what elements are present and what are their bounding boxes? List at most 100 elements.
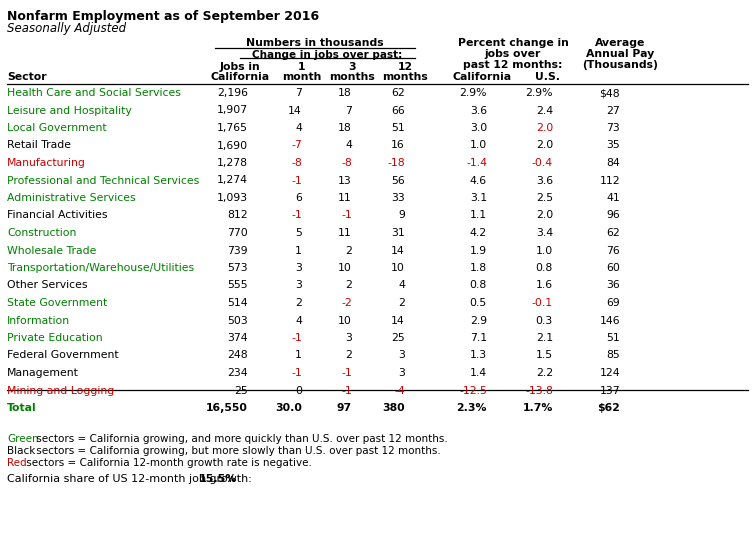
Text: -1: -1 [291, 368, 302, 378]
Text: 2.0: 2.0 [536, 211, 553, 221]
Text: Red: Red [7, 459, 26, 469]
Text: 2: 2 [345, 350, 352, 360]
Text: Leisure and Hospitality: Leisure and Hospitality [7, 106, 132, 116]
Text: 1.9: 1.9 [470, 246, 487, 256]
Text: -7: -7 [291, 141, 302, 151]
Text: 7: 7 [345, 106, 352, 116]
Text: 18: 18 [338, 123, 352, 133]
Text: 0.8: 0.8 [536, 263, 553, 273]
Text: Nonfarm Employment as of September 2016: Nonfarm Employment as of September 2016 [7, 10, 319, 23]
Text: State Government: State Government [7, 298, 107, 308]
Text: 69: 69 [606, 298, 620, 308]
Text: Seasonally Adjusted: Seasonally Adjusted [7, 22, 126, 35]
Text: 96: 96 [606, 211, 620, 221]
Text: California: California [452, 72, 512, 82]
Text: 146: 146 [600, 315, 620, 325]
Text: 33: 33 [392, 193, 405, 203]
Text: Health Care and Social Services: Health Care and Social Services [7, 88, 181, 98]
Text: 4: 4 [295, 315, 302, 325]
Text: 137: 137 [600, 385, 620, 395]
Text: -1: -1 [291, 333, 302, 343]
Text: 3.0: 3.0 [469, 123, 487, 133]
Text: 51: 51 [606, 333, 620, 343]
Text: 10: 10 [338, 263, 352, 273]
Text: 2: 2 [398, 298, 405, 308]
Text: Green: Green [7, 434, 39, 444]
Text: 2.0: 2.0 [536, 141, 553, 151]
Text: -1: -1 [291, 176, 302, 186]
Text: 1.7%: 1.7% [522, 403, 553, 413]
Text: Local Government: Local Government [7, 123, 107, 133]
Text: 14: 14 [392, 315, 405, 325]
Text: 124: 124 [600, 368, 620, 378]
Text: -1.4: -1.4 [466, 158, 487, 168]
Text: 2.9%: 2.9% [460, 88, 487, 98]
Text: 51: 51 [392, 123, 405, 133]
Text: -1: -1 [341, 385, 352, 395]
Text: 1: 1 [295, 350, 302, 360]
Text: Percent change in: Percent change in [457, 38, 569, 48]
Text: 3.6: 3.6 [470, 106, 487, 116]
Text: 1.5: 1.5 [536, 350, 553, 360]
Text: Wholesale Trade: Wholesale Trade [7, 246, 96, 256]
Text: 374: 374 [228, 333, 248, 343]
Text: months: months [382, 72, 428, 82]
Text: 66: 66 [392, 106, 405, 116]
Text: jobs over: jobs over [485, 49, 541, 59]
Text: Retail Trade: Retail Trade [7, 141, 71, 151]
Text: 9: 9 [398, 211, 405, 221]
Text: 2: 2 [345, 246, 352, 256]
Text: $48: $48 [600, 88, 620, 98]
Text: -8: -8 [291, 158, 302, 168]
Text: Other Services: Other Services [7, 280, 88, 290]
Text: 3.1: 3.1 [470, 193, 487, 203]
Text: California: California [210, 72, 270, 82]
Text: Federal Government: Federal Government [7, 350, 119, 360]
Text: 56: 56 [392, 176, 405, 186]
Text: -4: -4 [394, 385, 405, 395]
Text: 514: 514 [228, 298, 248, 308]
Text: 62: 62 [606, 228, 620, 238]
Text: 1: 1 [299, 62, 305, 72]
Text: 3: 3 [345, 333, 352, 343]
Text: 2.4: 2.4 [536, 106, 553, 116]
Text: 7: 7 [295, 88, 302, 98]
Text: 41: 41 [606, 193, 620, 203]
Text: -1: -1 [341, 211, 352, 221]
Text: 2,196: 2,196 [217, 88, 248, 98]
Text: 2.3%: 2.3% [457, 403, 487, 413]
Text: 30.0: 30.0 [275, 403, 302, 413]
Text: 1.4: 1.4 [470, 368, 487, 378]
Text: 1,765: 1,765 [217, 123, 248, 133]
Text: 5: 5 [295, 228, 302, 238]
Text: 739: 739 [228, 246, 248, 256]
Text: 1.8: 1.8 [470, 263, 487, 273]
Text: 0.5: 0.5 [469, 298, 487, 308]
Text: 16,550: 16,550 [206, 403, 248, 413]
Text: Total: Total [7, 403, 36, 413]
Text: 503: 503 [228, 315, 248, 325]
Text: 770: 770 [228, 228, 248, 238]
Text: 1,093: 1,093 [217, 193, 248, 203]
Text: 3: 3 [295, 263, 302, 273]
Text: 3: 3 [349, 62, 356, 72]
Text: 3: 3 [295, 280, 302, 290]
Text: 1,274: 1,274 [217, 176, 248, 186]
Text: 1.1: 1.1 [470, 211, 487, 221]
Text: 3.4: 3.4 [536, 228, 553, 238]
Text: month: month [282, 72, 322, 82]
Text: Management: Management [7, 368, 79, 378]
Text: 4: 4 [345, 141, 352, 151]
Text: 10: 10 [338, 315, 352, 325]
Text: 4: 4 [398, 280, 405, 290]
Text: 31: 31 [392, 228, 405, 238]
Text: Manufacturing: Manufacturing [7, 158, 86, 168]
Text: 27: 27 [606, 106, 620, 116]
Text: 84: 84 [606, 158, 620, 168]
Text: -18: -18 [387, 158, 405, 168]
Text: 2.0: 2.0 [536, 123, 553, 133]
Text: 14: 14 [288, 106, 302, 116]
Text: Change in jobs over past:: Change in jobs over past: [253, 50, 403, 60]
Text: Transportation/Warehouse/Utilities: Transportation/Warehouse/Utilities [7, 263, 194, 273]
Text: sectors = California growing, and more quickly than U.S. over past 12 months.: sectors = California growing, and more q… [33, 434, 448, 444]
